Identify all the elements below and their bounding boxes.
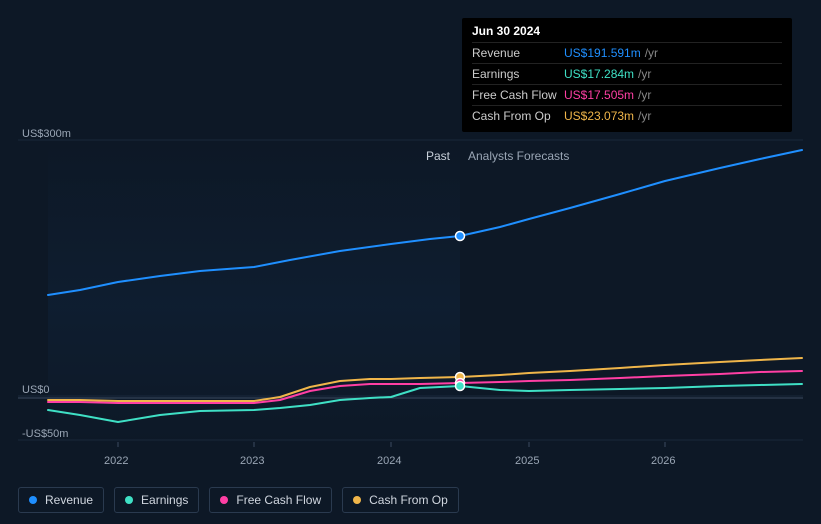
legend-item-label: Free Cash Flow (236, 493, 321, 507)
tooltip-row-unit: /yr (638, 88, 651, 102)
tooltip-row: EarningsUS$17.284m/yr (472, 63, 782, 84)
x-axis-tick-label: 2024 (377, 455, 401, 467)
past-zone-label: Past (426, 149, 450, 163)
tooltip-row-unit: /yr (638, 67, 651, 81)
tooltip-row-unit: /yr (645, 46, 658, 60)
tooltip-row-label: Revenue (472, 46, 564, 60)
tooltip-row-label: Free Cash Flow (472, 88, 564, 102)
tooltip-row-value: US$191.591m (564, 46, 641, 60)
legend-dot-icon (125, 496, 133, 504)
x-axis-tick-label: 2022 (104, 455, 128, 467)
y-axis-tick-label: US$300m (22, 128, 71, 140)
chart-tooltip: Jun 30 2024 RevenueUS$191.591m/yrEarning… (462, 18, 792, 132)
x-axis-tick-label: 2026 (651, 455, 675, 467)
tooltip-row-label: Cash From Op (472, 109, 564, 123)
tooltip-row: Cash From OpUS$23.073m/yr (472, 105, 782, 126)
chart-legend: Revenue Earnings Free Cash Flow Cash From O… (18, 487, 459, 513)
legend-dot-icon (353, 496, 361, 504)
earnings-forecast-chart: Jun 30 2024 RevenueUS$191.591m/yrEarning… (0, 0, 821, 524)
legend-item-label: Earnings (141, 493, 188, 507)
tooltip-title: Jun 30 2024 (472, 24, 782, 42)
tooltip-row-unit: /yr (638, 109, 651, 123)
x-axis-tick-label: 2025 (515, 455, 539, 467)
x-axis-tick-label: 2023 (240, 455, 264, 467)
tooltip-row: Free Cash FlowUS$17.505m/yr (472, 84, 782, 105)
tooltip-row-value: US$17.505m (564, 88, 634, 102)
y-axis-tick-label: -US$50m (22, 428, 68, 440)
legend-item-fcf[interactable]: Free Cash Flow (209, 487, 332, 513)
forecast-zone-label: Analysts Forecasts (468, 149, 569, 163)
y-axis-tick-label: US$0 (22, 384, 50, 396)
legend-dot-icon (220, 496, 228, 504)
legend-item-earnings[interactable]: Earnings (114, 487, 199, 513)
tooltip-row: RevenueUS$191.591m/yr (472, 42, 782, 63)
tooltip-row-value: US$23.073m (564, 109, 634, 123)
legend-item-label: Cash From Op (369, 493, 448, 507)
legend-dot-icon (29, 496, 37, 504)
legend-item-revenue[interactable]: Revenue (18, 487, 104, 513)
tooltip-row-label: Earnings (472, 67, 564, 81)
tooltip-row-value: US$17.284m (564, 67, 634, 81)
legend-item-cfo[interactable]: Cash From Op (342, 487, 459, 513)
legend-item-label: Revenue (45, 493, 93, 507)
